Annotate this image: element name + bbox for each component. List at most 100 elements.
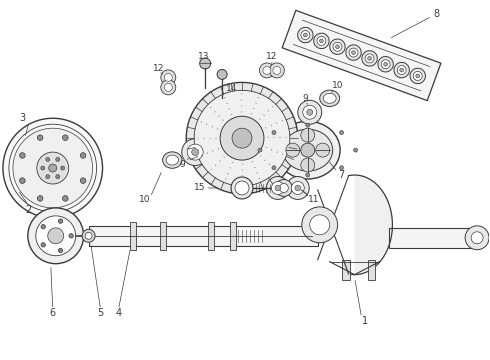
Circle shape <box>28 208 84 264</box>
Circle shape <box>85 232 92 239</box>
Circle shape <box>63 135 68 140</box>
Text: 10: 10 <box>332 81 343 90</box>
Circle shape <box>272 166 276 170</box>
Bar <box>342 260 349 280</box>
Ellipse shape <box>397 66 406 75</box>
Ellipse shape <box>283 129 333 171</box>
Circle shape <box>37 135 43 140</box>
Circle shape <box>36 216 75 256</box>
Circle shape <box>3 118 102 218</box>
Text: 12: 12 <box>153 64 164 73</box>
Circle shape <box>275 180 293 197</box>
Text: 8: 8 <box>433 9 440 19</box>
Text: 15: 15 <box>195 184 206 193</box>
Circle shape <box>48 228 64 244</box>
Circle shape <box>273 67 281 75</box>
Text: 9: 9 <box>179 159 185 168</box>
Ellipse shape <box>303 33 307 37</box>
Text: 14: 14 <box>226 84 238 93</box>
Circle shape <box>272 131 276 135</box>
Circle shape <box>161 80 176 95</box>
Ellipse shape <box>336 45 340 49</box>
Ellipse shape <box>416 74 419 78</box>
Circle shape <box>46 157 50 161</box>
Text: 11: 11 <box>308 195 319 204</box>
Text: 3: 3 <box>20 113 26 123</box>
Circle shape <box>194 90 290 186</box>
Circle shape <box>13 128 93 208</box>
Circle shape <box>232 128 252 148</box>
Circle shape <box>258 148 262 152</box>
Circle shape <box>220 116 264 160</box>
Circle shape <box>37 152 69 184</box>
Circle shape <box>298 100 322 124</box>
Circle shape <box>161 70 176 85</box>
Circle shape <box>164 73 172 81</box>
Ellipse shape <box>394 62 409 78</box>
Circle shape <box>279 184 288 193</box>
Circle shape <box>286 176 309 199</box>
Circle shape <box>56 175 60 179</box>
Circle shape <box>306 173 310 177</box>
Ellipse shape <box>297 27 313 43</box>
Circle shape <box>217 69 227 80</box>
Ellipse shape <box>235 181 249 195</box>
Polygon shape <box>349 175 392 275</box>
Circle shape <box>69 234 74 238</box>
Text: 1: 1 <box>362 316 368 327</box>
Circle shape <box>56 157 60 161</box>
Circle shape <box>187 144 203 160</box>
Ellipse shape <box>378 57 393 72</box>
Ellipse shape <box>413 71 422 80</box>
Ellipse shape <box>163 152 182 168</box>
Ellipse shape <box>384 62 388 66</box>
Text: 5: 5 <box>98 309 104 319</box>
Circle shape <box>200 58 211 69</box>
Text: 9: 9 <box>302 94 308 103</box>
Circle shape <box>41 243 46 247</box>
Ellipse shape <box>410 68 425 84</box>
Circle shape <box>275 185 281 191</box>
Circle shape <box>301 158 315 172</box>
Ellipse shape <box>381 60 390 69</box>
Circle shape <box>310 215 330 235</box>
Ellipse shape <box>301 31 310 40</box>
Circle shape <box>63 195 68 201</box>
Text: 2: 2 <box>25 205 32 215</box>
Circle shape <box>354 148 358 152</box>
Circle shape <box>465 226 489 250</box>
Ellipse shape <box>368 57 371 60</box>
Ellipse shape <box>314 33 329 49</box>
Bar <box>368 260 375 280</box>
Circle shape <box>58 248 63 253</box>
Ellipse shape <box>275 121 340 179</box>
Circle shape <box>37 195 43 201</box>
Circle shape <box>301 128 315 142</box>
Circle shape <box>20 178 25 183</box>
Circle shape <box>41 225 46 229</box>
Circle shape <box>295 185 300 191</box>
Ellipse shape <box>330 39 345 54</box>
Ellipse shape <box>365 54 374 63</box>
Bar <box>89 226 318 246</box>
Ellipse shape <box>319 39 323 43</box>
Ellipse shape <box>319 90 340 107</box>
Ellipse shape <box>400 68 404 72</box>
Bar <box>160 222 166 250</box>
Ellipse shape <box>362 51 377 66</box>
Circle shape <box>259 63 274 78</box>
Bar <box>390 228 471 248</box>
Circle shape <box>164 84 172 91</box>
Circle shape <box>340 131 343 135</box>
Text: 12: 12 <box>266 52 277 61</box>
Circle shape <box>292 181 304 194</box>
Ellipse shape <box>346 45 361 60</box>
Circle shape <box>301 143 315 157</box>
Circle shape <box>82 229 95 242</box>
Circle shape <box>340 166 343 170</box>
Ellipse shape <box>333 42 342 51</box>
Circle shape <box>263 67 271 75</box>
Text: 13: 13 <box>198 52 210 61</box>
Circle shape <box>80 178 86 183</box>
Circle shape <box>41 166 45 170</box>
